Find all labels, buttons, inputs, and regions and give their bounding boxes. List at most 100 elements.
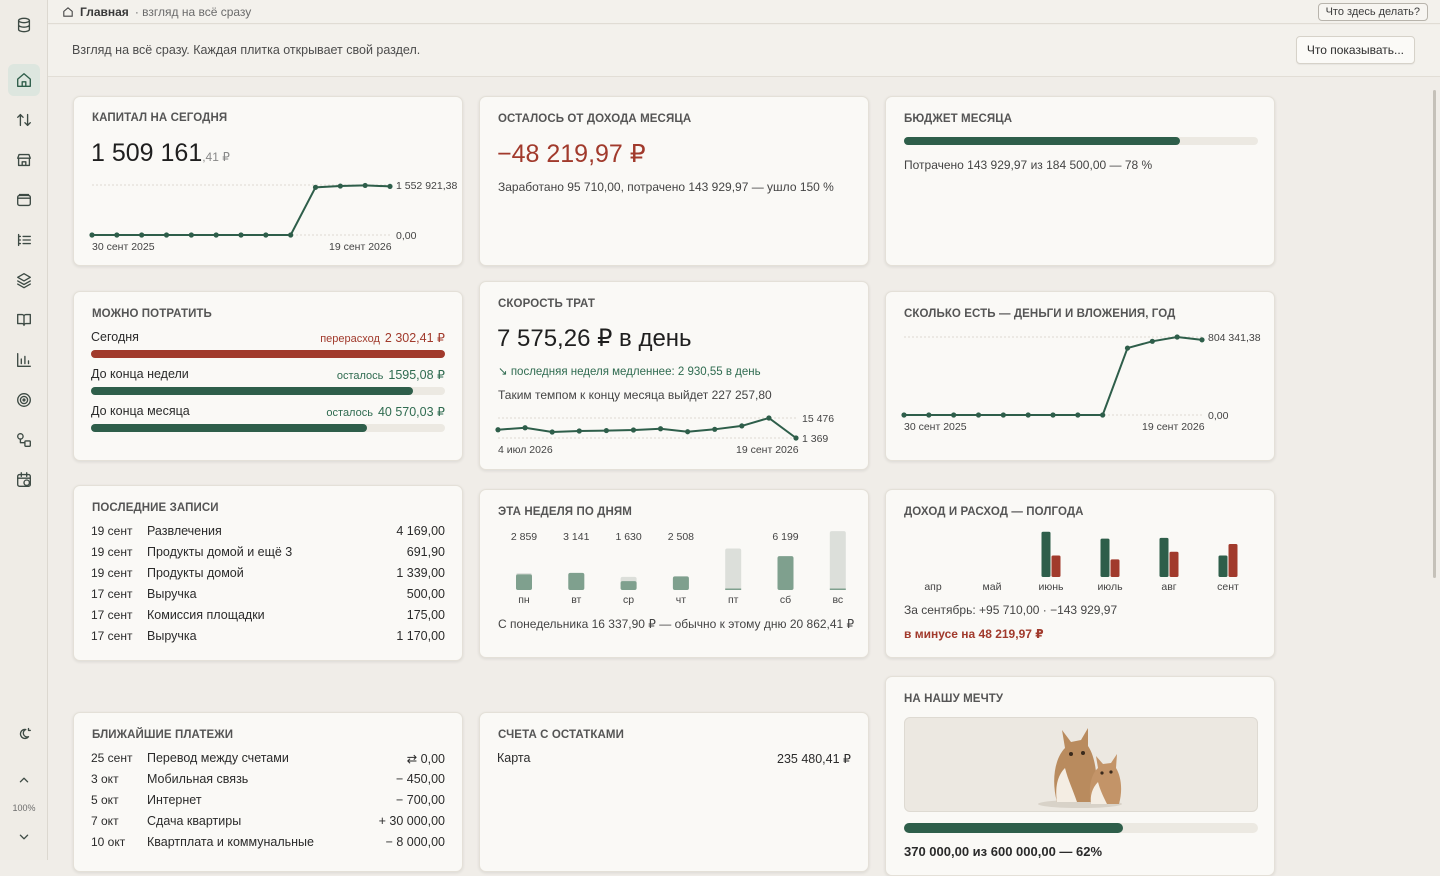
bar-chart-icon[interactable]	[8, 344, 40, 376]
recent-row-amount: 175,00	[406, 608, 445, 622]
chart-point	[766, 415, 772, 421]
payment-row-name[interactable]: Перевод между счетами	[147, 751, 289, 765]
wealth-card[interactable]: СКОЛЬКО ЕСТЬ — ДЕНЬГИ И ВЛОЖЕНИЯ, ГОД 80…	[885, 291, 1275, 461]
can-spend-status: перерасход	[320, 333, 380, 345]
spend-speed-x-end: 19 сент 2026	[736, 444, 799, 456]
recent-records-card[interactable]: ПОСЛЕДНИЕ ЗАПИСИ 19 сент Развлечения 4 169…	[73, 485, 463, 661]
chart-point	[603, 427, 609, 434]
accounts-card[interactable]: СЧЕТА С ОСТАТКАМИ Карта 235 480,41 ₽	[479, 712, 869, 872]
book-icon[interactable]	[8, 304, 40, 336]
spend-speed-forecast: Таким темпом к концу месяца выйдет 227 2…	[498, 388, 772, 402]
theme-toggle-icon[interactable]	[8, 718, 40, 750]
chart-point	[739, 423, 745, 429]
payment-row-name[interactable]: Интернет	[147, 793, 202, 807]
chart-point	[387, 183, 393, 190]
recent-row-amount: 4 169,00	[396, 524, 445, 538]
chart-point	[1199, 337, 1205, 343]
scrollbar-thumb[interactable]	[1433, 90, 1436, 578]
can-spend-row-label: До конца недели	[91, 367, 189, 381]
income-bar	[1100, 538, 1110, 577]
spend-speed-x-start: 4 июл 2026	[498, 444, 553, 456]
account-row-amount: 235 480,41 ₽	[777, 752, 851, 766]
week-card[interactable]: ЭТА НЕДЕЛЯ ПО ДНЯМ пн 2 859 вт 3 141 ср 1 630…	[479, 489, 869, 658]
target-icon[interactable]	[8, 384, 40, 416]
month-label: июль	[1097, 581, 1123, 593]
home-breadcrumb-icon[interactable]	[62, 6, 74, 18]
capital-line	[92, 184, 391, 236]
chart-point	[1075, 412, 1081, 418]
chart-point	[89, 232, 95, 238]
zoom-in-chevron-up-icon[interactable]	[8, 764, 40, 796]
database-icon[interactable]	[8, 9, 40, 41]
spend-speed-card[interactable]: СКОРОСТЬ ТРАТ 7 575,26 ₽ в день ↘ послед…	[479, 281, 869, 470]
expense-bar	[1051, 555, 1061, 577]
card-title: МОЖНО ПОТРАТИТЬ	[92, 308, 212, 320]
dream-card[interactable]: НА НАШУ МЕЧТУ 370 000,00 из 600 000,00 —…	[885, 676, 1275, 876]
chart-point	[1149, 338, 1155, 344]
payment-row-amount: − 8 000,00	[385, 835, 445, 849]
payments-card[interactable]: БЛИЖАЙШИЕ ПЛАТЕЖИ 25 сент Перевод между с…	[73, 712, 463, 872]
recent-row-name[interactable]: Выручка	[147, 629, 197, 643]
income-left-card[interactable]: ОСТАЛОСЬ ОТ ДОХОДА МЕСЯЦА −48 219,97 ₽ З…	[479, 96, 869, 266]
spend-speed-line	[497, 416, 797, 439]
account-row-name[interactable]: Карта	[497, 751, 531, 765]
week-day-label: вс	[832, 594, 843, 606]
recent-row-name[interactable]: Комиссия площадки	[147, 608, 265, 622]
wallet-icon[interactable]	[8, 184, 40, 216]
recent-row-name[interactable]: Продукты домой и ещё 3	[147, 545, 293, 559]
chart-point	[495, 427, 501, 433]
what-to-show-button[interactable]: Что показывать...	[1295, 36, 1415, 64]
cats-figurine-icon	[1038, 728, 1122, 808]
capital-x-start: 30 сент 2025	[92, 241, 155, 253]
week-spent-bar	[725, 588, 742, 590]
card-title: ПОСЛЕДНИЕ ЗАПИСИ	[92, 502, 219, 514]
shapes-icon[interactable]	[8, 424, 40, 456]
halfyear-card[interactable]: ДОХОД И РАСХОД — ПОЛГОДА апр май июнь июль а…	[885, 489, 1275, 658]
can-spend-status: осталось	[336, 370, 384, 382]
recent-row-date: 17 сент	[91, 608, 133, 622]
chart-point	[312, 184, 319, 190]
chart-point	[1050, 412, 1056, 418]
payment-row-date: 3 окт	[91, 772, 119, 786]
payment-row-name[interactable]: Сдача квартиры	[147, 814, 242, 828]
chart-point	[549, 429, 555, 435]
home-icon[interactable]	[8, 64, 40, 96]
layers-icon[interactable]	[8, 264, 40, 296]
can-spend-status: осталось	[326, 407, 373, 419]
chart-point	[139, 232, 145, 238]
expense-bar	[1110, 559, 1120, 577]
store-icon[interactable]	[8, 144, 40, 176]
list-icon[interactable]	[8, 224, 40, 256]
expense-bar	[1228, 544, 1238, 577]
recent-row-name[interactable]: Выручка	[147, 587, 197, 601]
chart-point	[337, 183, 343, 189]
can-spend-card[interactable]: МОЖНО ПОТРАТИТЬ Сегодня перерасход 2 302,4…	[73, 291, 463, 461]
week-value-label: 1 630	[615, 531, 641, 543]
budget-card[interactable]: БЮДЖЕТ МЕСЯЦА Потрачено 143 929,97 из 18…	[885, 96, 1275, 266]
chart-point	[188, 232, 194, 238]
wealth-max-label: 804 341,38	[1208, 332, 1261, 344]
recent-row-date: 19 сент	[91, 524, 133, 538]
help-button[interactable]: Что здесь делать?	[1317, 3, 1428, 21]
recent-row-amount: 1 170,00	[396, 629, 445, 643]
week-spent-bar	[568, 572, 585, 590]
capital-card[interactable]: КАПИТАЛ НА СЕГОДНЯ 1 509 161,41 ₽ 1 552 …	[73, 96, 463, 266]
calendar-icon[interactable]	[8, 464, 40, 496]
payment-row-date: 7 окт	[91, 814, 119, 828]
wealth-x-start: 30 сент 2025	[904, 421, 967, 433]
recent-row-name[interactable]: Продукты домой	[147, 566, 244, 580]
can-spend-bar-fill	[91, 424, 368, 432]
capital-min-label: 0,00	[396, 230, 417, 242]
breadcrumb-home[interactable]: Главная	[80, 4, 129, 19]
can-spend-row-amount: осталось 1595,08 ₽	[337, 367, 445, 382]
payment-row-name[interactable]: Квартплата и коммунальные	[147, 835, 314, 849]
transfer-icon[interactable]	[8, 104, 40, 136]
payment-row-amount: ⇄ 0,00	[406, 752, 445, 766]
zoom-level: 100%	[12, 803, 36, 813]
recent-row-date: 17 сент	[91, 587, 133, 601]
payment-row-name[interactable]: Мобильная связь	[147, 772, 249, 786]
zoom-out-chevron-down-icon[interactable]	[8, 821, 40, 853]
recent-row-name[interactable]: Развлечения	[147, 524, 222, 538]
wealth-min-label: 0,00	[1208, 410, 1229, 422]
can-spend-row-label: Сегодня	[91, 330, 139, 344]
